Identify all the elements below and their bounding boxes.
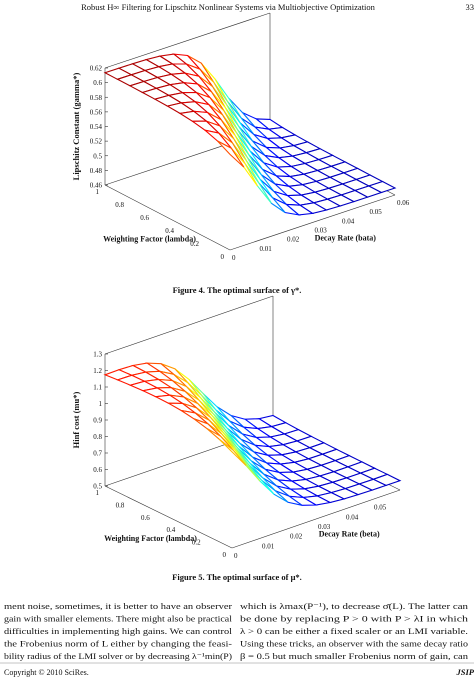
y-tick-label: 0.02 bbox=[290, 533, 303, 541]
z-tick-label: 0.9 bbox=[93, 417, 102, 425]
z-tick-label: 0.7 bbox=[93, 450, 102, 458]
z-tick-label: 0.52 bbox=[90, 138, 103, 146]
x-tick-label: 0.8 bbox=[116, 501, 125, 509]
z-axis-label: Hinf cost (mu*) bbox=[71, 392, 81, 449]
body-line: β = 0.5 but much smaller Frobenius norm … bbox=[240, 651, 469, 661]
y-tick-label: 0.01 bbox=[260, 245, 273, 253]
x-tick-label: 0 bbox=[223, 551, 227, 559]
z-tick-label: 0.48 bbox=[90, 167, 103, 175]
x-tick-label: 0.8 bbox=[115, 201, 124, 209]
x-tick-label: 0.4 bbox=[166, 526, 175, 534]
body-line: ment noise, sometimes, it is better to h… bbox=[4, 601, 232, 611]
y-tick-label: 0.05 bbox=[370, 208, 383, 216]
z-tick-label: 0.8 bbox=[93, 433, 102, 441]
figure-caption: Figure 4. The optimal surface of γ*. bbox=[173, 285, 302, 295]
y-tick-label: 0.04 bbox=[342, 217, 355, 225]
x-tick-label: 0 bbox=[221, 253, 225, 261]
body-line: λ > 0 can be either a fixed scaler or an… bbox=[240, 626, 468, 636]
z-axis-label: Lipschitz Constant (gamma*) bbox=[71, 73, 81, 181]
x-axis-label: Weighting Factor (lambda) bbox=[104, 534, 197, 543]
z-tick-label: 0.62 bbox=[90, 65, 103, 73]
y-tick-label: 0.05 bbox=[374, 504, 387, 512]
x-tick-label: 0.6 bbox=[141, 514, 150, 522]
figure-caption: Figure 5. The optimal surface of μ*. bbox=[172, 572, 302, 582]
x-axis-label: Weighting Factor (lambda) bbox=[103, 235, 196, 244]
y-tick-label: 0.04 bbox=[346, 513, 359, 521]
body-line: bility radius of the LMI solver or by de… bbox=[4, 651, 232, 661]
x-tick-label: 1 bbox=[96, 489, 100, 497]
y-tick-label: 0 bbox=[232, 254, 236, 262]
y-tick-label: 0 bbox=[234, 552, 238, 560]
body-line: which is λmax(P⁻¹), to decrease σ̄(L). T… bbox=[240, 601, 469, 611]
x-tick-label: 1 bbox=[96, 188, 100, 196]
y-tick-label: 0.01 bbox=[262, 542, 275, 550]
z-tick-label: 1.3 bbox=[93, 351, 102, 359]
x-tick-label: 0.6 bbox=[140, 214, 149, 222]
z-tick-label: 1.2 bbox=[93, 367, 102, 375]
body-line: difficulties in implementing high gains.… bbox=[4, 626, 233, 636]
z-tick-label: 0.58 bbox=[90, 94, 103, 102]
axis-line bbox=[105, 296, 273, 354]
y-axis-label: Decay Rate (bata) bbox=[315, 233, 377, 242]
body-line: the Frobenius norm of L either by changi… bbox=[4, 639, 232, 649]
copyright: Copyright © 2010 SciRes. bbox=[4, 668, 89, 677]
running-title: Robust H∞ Filtering for Lipschitz Nonlin… bbox=[81, 2, 376, 12]
z-tick-label: 0.6 bbox=[93, 466, 102, 474]
body-line: be done by replacing P > 0 with P > λI i… bbox=[240, 614, 469, 624]
z-tick-label: 0.6 bbox=[93, 79, 102, 87]
z-tick-label: 0.56 bbox=[90, 108, 103, 116]
z-tick-label: 1 bbox=[99, 400, 103, 408]
y-tick-label: 0.02 bbox=[287, 236, 300, 244]
z-tick-label: 0.54 bbox=[90, 123, 103, 131]
z-tick-label: 0.5 bbox=[93, 152, 102, 160]
z-tick-label: 1.1 bbox=[93, 384, 102, 392]
body-line: gain with smaller elements. There might … bbox=[4, 614, 233, 624]
journal: JSIP bbox=[456, 667, 474, 677]
body-line: Using these tricks, an observer with the… bbox=[240, 639, 468, 649]
y-tick-label: 0.06 bbox=[397, 199, 410, 207]
page-number: 33 bbox=[466, 2, 474, 12]
y-axis-label: Decay Rate (beta) bbox=[319, 529, 380, 538]
